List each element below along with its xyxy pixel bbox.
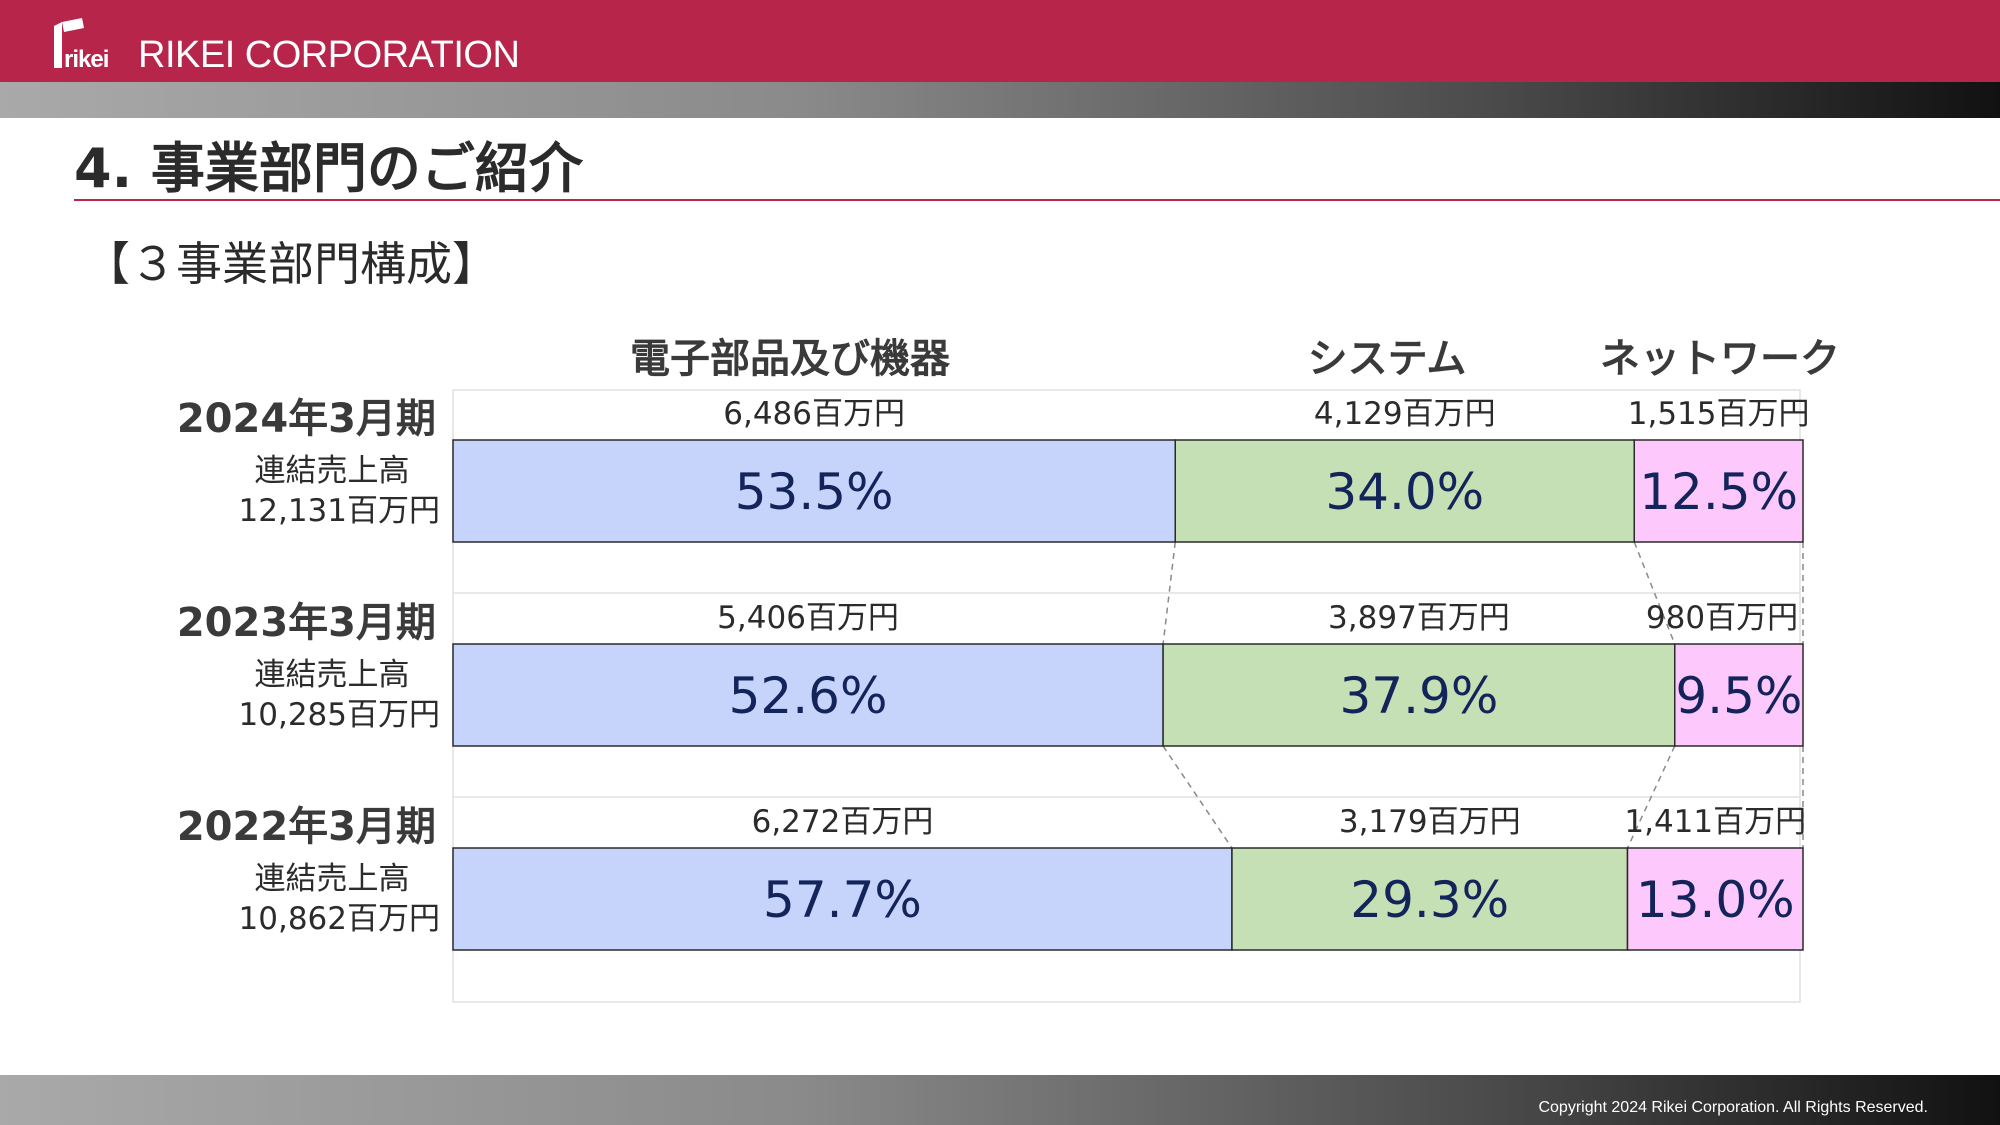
- segment-percent-label: 29.3%: [1350, 871, 1509, 929]
- copyright-text: Copyright 2024 Rikei Corporation. All Ri…: [1538, 1099, 1928, 1116]
- sales-total: 10,285百万円: [239, 697, 440, 733]
- dashed-connector: [1626, 745, 1676, 849]
- footer-bar: Copyright 2024 Rikei Corporation. All Ri…: [0, 1075, 2000, 1125]
- page-title: 4. 事業部門のご紹介: [74, 137, 583, 200]
- category-header: システム: [1308, 336, 1467, 382]
- segment-amount-label: 3,897百万円: [1328, 600, 1510, 636]
- period-label: 2022年3月期: [177, 804, 436, 850]
- sales-label: 連結売上高: [255, 861, 410, 897]
- bar-segment: [1162, 643, 1676, 747]
- title-divider: [74, 199, 2000, 201]
- segment-percent-label: 9.5%: [1675, 667, 1802, 725]
- category-header: 電子部品及び機器: [630, 336, 951, 382]
- segment-percent-label: 53.5%: [735, 463, 894, 521]
- segment-percent-label: 12.5%: [1639, 463, 1798, 521]
- segment-amount-label: 6,486百万円: [723, 396, 905, 432]
- bar-segment: [1674, 643, 1804, 747]
- bar-segment: [452, 847, 1233, 951]
- dashed-connector: [1633, 541, 1676, 645]
- dashed-connector: [1162, 745, 1233, 849]
- segment-amount-label: 1,411百万円: [1624, 804, 1806, 840]
- bar-segment: [1626, 847, 1804, 951]
- company-name: RIKEI CORPORATION: [138, 34, 520, 76]
- rikei-logo-icon: [54, 18, 84, 68]
- segment-amount-label: 980百万円: [1646, 600, 1798, 636]
- segment-percent-label: 57.7%: [763, 871, 922, 929]
- header-gradient-bar: [0, 82, 2000, 118]
- segment-amount-label: 4,129百万円: [1314, 396, 1496, 432]
- sales-label: 連結売上高: [255, 657, 410, 693]
- bar-segment: [1231, 847, 1629, 951]
- segment-amount-label: 6,272百万円: [752, 804, 934, 840]
- sales-total: 12,131百万円: [239, 493, 440, 529]
- period-label: 2023年3月期: [177, 600, 436, 646]
- bar-segment: [1633, 439, 1804, 543]
- bar-segment: [452, 643, 1164, 747]
- segment-amount-label: 3,179百万円: [1339, 804, 1521, 840]
- segment-percent-label: 52.6%: [729, 667, 888, 725]
- segment-percent-label: 34.0%: [1325, 463, 1484, 521]
- bar-segment: [1174, 439, 1635, 543]
- segment-percent-label: 37.9%: [1340, 667, 1499, 725]
- segment-percent-label: 13.0%: [1636, 871, 1795, 929]
- segment-amount-label: 1,515百万円: [1628, 396, 1810, 432]
- sales-label: 連結売上高: [255, 453, 410, 489]
- segment-amount-label: 5,406百万円: [717, 600, 899, 636]
- logo-text: rikei: [64, 46, 109, 73]
- period-label: 2024年3月期: [177, 396, 436, 442]
- category-header: ネットワーク: [1600, 336, 1840, 382]
- sales-total: 10,862百万円: [239, 901, 440, 937]
- section-subtitle: 【３事業部門構成】: [84, 237, 498, 291]
- header-bar: rikei RIKEI CORPORATION: [0, 0, 2000, 82]
